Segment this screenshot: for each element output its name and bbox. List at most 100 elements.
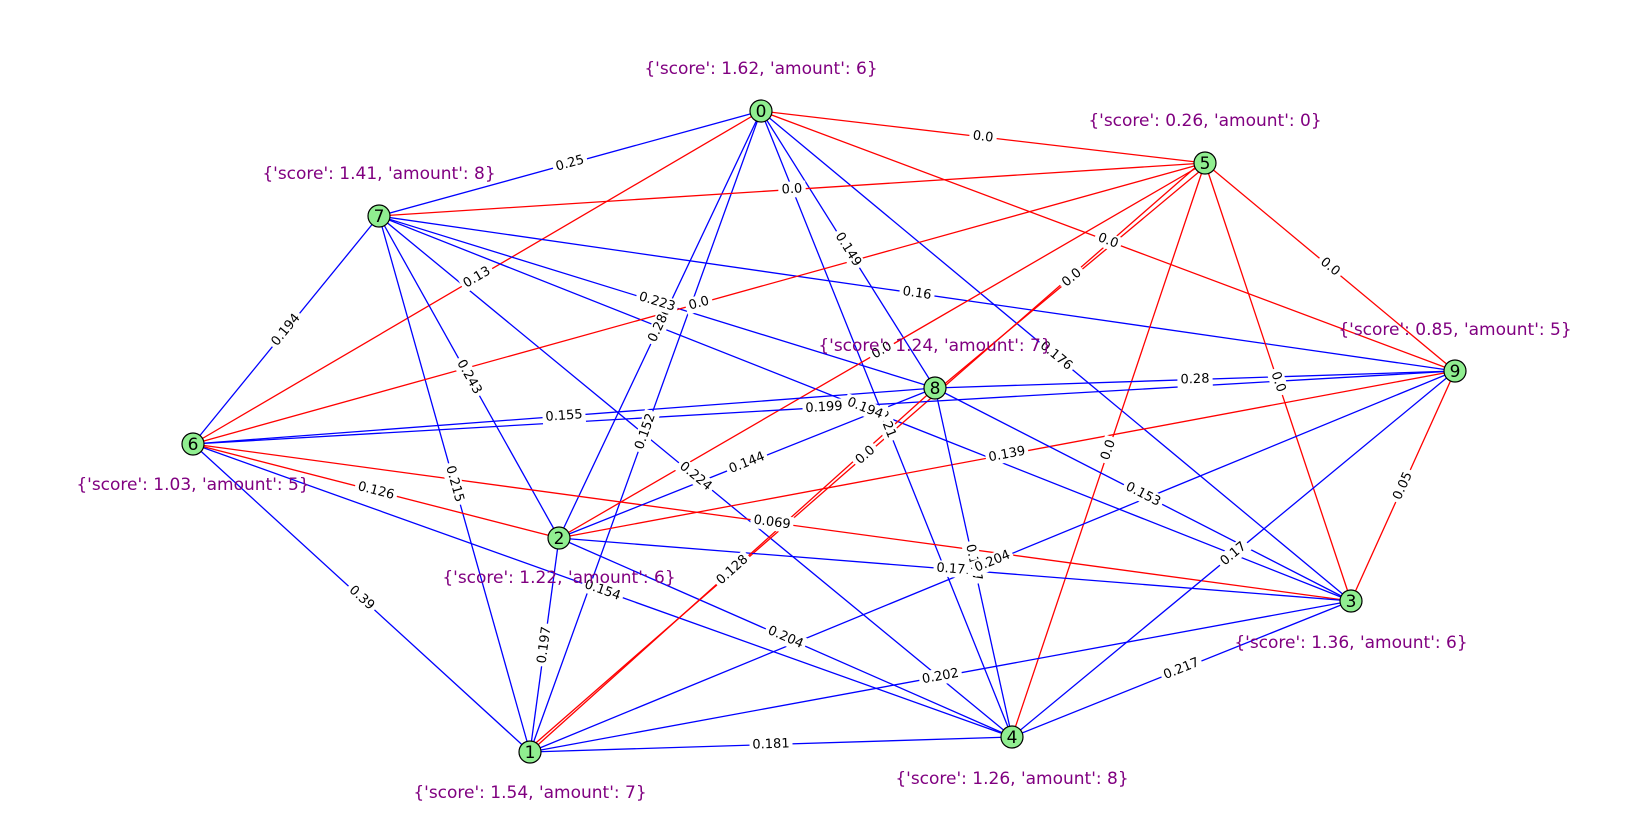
edge-label-background — [749, 735, 793, 754]
edge-label-background — [343, 580, 380, 616]
nodes-layer: 0 1 2 3 4 5 6 7 8 9 — [181, 99, 1467, 764]
edge-label-5-8: 0.0 — [1056, 262, 1088, 293]
node-9: 9 — [1443, 359, 1467, 383]
edge-label-7-9: 0.16 — [898, 283, 936, 304]
node-id-label: 6 — [188, 435, 199, 455]
edge-weight-text: 0.069 — [753, 513, 792, 533]
edge-label-6-3: 0.069 — [749, 511, 795, 534]
edge-label-4-3: 0.217 — [1158, 653, 1205, 685]
edge-weight-text: 0.243 — [453, 357, 484, 397]
edge-label-1-3: 0.202 — [917, 664, 964, 689]
edge-label-background — [451, 354, 487, 400]
edge-label-background — [634, 288, 680, 316]
edge-weight-text: 0.0 — [1096, 230, 1121, 251]
edge-weight-text: 0.139 — [987, 444, 1026, 466]
edge-label-background — [1158, 653, 1205, 685]
edge-label-background — [579, 575, 626, 606]
node-8: 8 — [923, 376, 947, 400]
edge-label-5-3: 0.0 — [1266, 366, 1290, 398]
edge-label-background — [533, 622, 556, 668]
edge-label-background — [1096, 434, 1121, 466]
edge-label-9-4: 0.17 — [1214, 536, 1253, 572]
attr-labels-layer: {'score': 1.62, 'amount': 6} {'score': 1.… — [76, 59, 1571, 803]
edge-label-8-9: 0.28 — [1177, 370, 1213, 389]
node-circle — [1339, 589, 1363, 613]
edge-weight-text: 0.0 — [1098, 438, 1119, 462]
edge-weight-text: 0.194 — [268, 311, 303, 349]
edge-weight-text: 0.215 — [442, 464, 467, 504]
node-circle — [1193, 151, 1217, 175]
edge-weight-text: 0.194 — [845, 395, 885, 423]
edge-label-5-6: 0.0 — [683, 292, 715, 315]
edge-label-background — [1177, 370, 1213, 389]
edge-weight-text: 0.149 — [832, 230, 864, 269]
edge-label-background — [711, 549, 754, 591]
edge-label-background — [802, 398, 846, 417]
edge-label-6-2: 0.126 — [353, 477, 399, 505]
edge-label-7-3: 0.194 — [842, 393, 888, 424]
node-attribute-label-6: {'score': 1.03, 'amount': 5} — [76, 475, 309, 495]
edge-label-background — [829, 227, 867, 272]
edge-label-6-8: 0.155 — [541, 406, 587, 426]
edge-label-background — [762, 621, 809, 654]
node-attribute-label-5: {'score': 0.26, 'amount': 0} — [1088, 111, 1321, 131]
edge-label-0-1: 0.152 — [630, 408, 661, 455]
edge-label-background — [673, 456, 718, 497]
edge-label-background — [550, 151, 590, 176]
edge-weight-text: 0.128 — [714, 552, 752, 588]
edge-label-6-9: 0.199 — [802, 398, 846, 417]
node-attribute-label-3: {'score': 1.36, 'amount': 6} — [1234, 633, 1467, 653]
edge-label-background — [266, 308, 306, 352]
node-attribute-label-2: {'score': 1.22, 'amount': 6} — [442, 568, 675, 588]
edge-label-background — [353, 477, 399, 505]
node-circle — [749, 99, 773, 123]
node-attribute-label-8: {'score': 1.24, 'amount': 7} — [818, 336, 1051, 356]
edge-label-background — [917, 664, 964, 689]
edge-label-9-3: 0.05 — [1388, 466, 1418, 506]
edge-weight-text: 0.171 — [936, 561, 974, 579]
edge-weight-text: 0.0 — [687, 294, 711, 314]
edge-weight-text: 0.16 — [902, 284, 933, 303]
edge-label-background — [440, 461, 469, 507]
edge-weight-text: 0.25 — [554, 152, 586, 174]
node-2: 2 — [547, 526, 571, 550]
edge-weight-text: 0.126 — [356, 479, 396, 503]
edge-weight-text: 0.152 — [632, 411, 659, 451]
edge-label-7-6: 0.194 — [266, 308, 306, 352]
node-4: 4 — [1000, 725, 1024, 749]
edge-label-background — [842, 393, 888, 424]
node-attribute-label-7: {'score': 1.41, 'amount': 8} — [262, 164, 495, 184]
node-id-label: 0 — [756, 102, 767, 122]
node-circle — [367, 204, 391, 228]
edge-label-background — [1120, 477, 1166, 512]
edge-label-background — [749, 511, 795, 534]
edge-weight-text: 0.28 — [1180, 372, 1209, 388]
node-attribute-label-1: {'score': 1.54, 'amount': 7} — [413, 783, 646, 803]
edge-label-background — [777, 180, 807, 199]
edge-label-background — [1388, 466, 1418, 506]
edge-label-1-4: 0.181 — [749, 735, 793, 754]
edge-label-background — [1214, 536, 1253, 572]
node-circle — [518, 740, 542, 764]
edge-label-5-4: 0.0 — [1096, 434, 1121, 466]
edge-label-7-5: 0.0 — [777, 180, 807, 199]
node-attribute-label-9: {'score': 0.85, 'amount': 5} — [1338, 320, 1571, 340]
edge-weight-text: 0.204 — [765, 623, 805, 652]
node-circle — [1443, 359, 1467, 383]
edge-weight-text: 0.144 — [727, 449, 767, 477]
edge-label-background — [866, 336, 898, 365]
edge-label-7-4: 0.224 — [673, 456, 718, 497]
node-attribute-label-4: {'score': 1.26, 'amount': 8} — [895, 769, 1128, 789]
node-circle — [923, 376, 947, 400]
edge-label-background — [984, 442, 1030, 467]
edge-label-5-1: 0.0 — [849, 440, 882, 471]
edge-label-2-8: 0.144 — [724, 447, 770, 479]
edge-label-background — [724, 447, 770, 479]
edge-label-background — [630, 408, 661, 455]
node-6: 6 — [181, 432, 205, 456]
edge-label-2-1: 0.197 — [533, 622, 556, 668]
node-0: 0 — [749, 99, 773, 123]
edge-label-background — [683, 292, 715, 315]
node-7: 7 — [367, 204, 391, 228]
